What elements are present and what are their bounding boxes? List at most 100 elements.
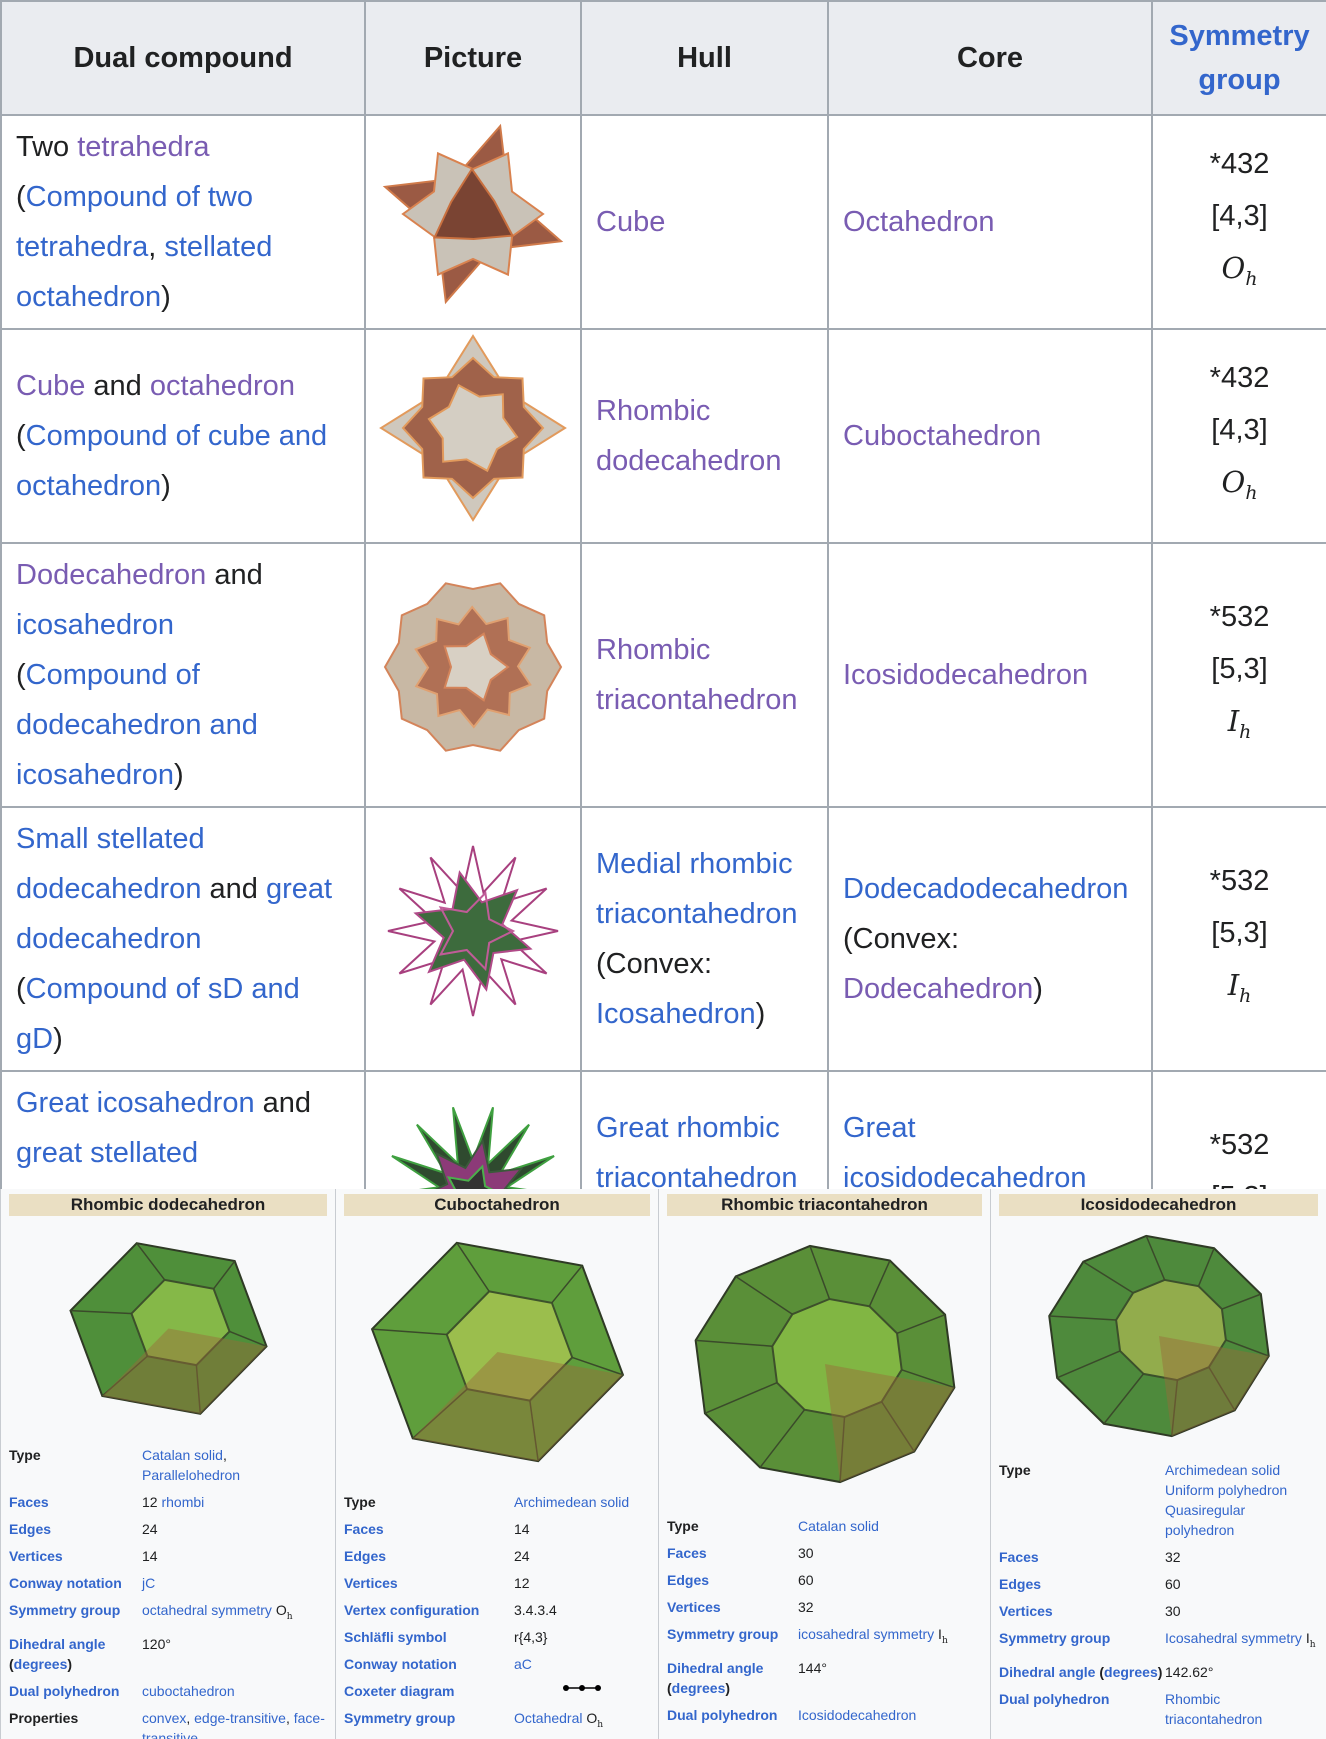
link[interactable]: Faces — [999, 1549, 1039, 1565]
link[interactable]: Dodecahedron — [16, 559, 207, 591]
link[interactable]: Uniform polyhedron — [1165, 1482, 1288, 1498]
row-label: Dihedral angle (degrees) — [999, 1662, 1165, 1682]
link[interactable]: Rhombic dodecahedron — [596, 395, 782, 477]
link[interactable]: Dodecadodecahedron — [843, 873, 1129, 905]
link[interactable]: Faces — [667, 1545, 707, 1561]
link[interactable]: Symmetry group — [1169, 20, 1310, 96]
link[interactable]: Catalan solid — [142, 1447, 223, 1463]
link[interactable]: Icosahedral symmetry — [1165, 1630, 1302, 1646]
text: Properties — [999, 1738, 1068, 1739]
link[interactable]: Dual polyhedron — [9, 1682, 120, 1699]
link[interactable]: Parallelohedron — [142, 1467, 241, 1483]
link[interactable]: Cuboctahedron — [843, 420, 1042, 452]
link[interactable]: Dodecahedron — [843, 973, 1034, 1005]
link[interactable]: Symmetry group — [999, 1630, 1111, 1646]
link[interactable]: Faces — [9, 1494, 49, 1510]
link[interactable]: Octahedral — [514, 1710, 583, 1726]
link[interactable]: aC — [514, 1656, 532, 1672]
column-header: Picture — [364, 0, 582, 116]
shape — [868, 1260, 891, 1307]
row-label: Vertex configuration — [344, 1600, 514, 1620]
link[interactable]: Archimedean solid — [514, 1494, 630, 1510]
infoboxes: Rhombic dodecahedron Type Catalan solid, P… — [0, 1189, 1326, 1739]
link[interactable]: Dihedral angle — [667, 1659, 764, 1676]
link[interactable]: Vertices — [9, 1548, 63, 1564]
link[interactable]: Cube — [16, 370, 86, 402]
shape — [880, 1401, 915, 1452]
text: O — [271, 1602, 287, 1618]
cell-name: Cube — [596, 197, 813, 247]
link[interactable]: face-transitive — [142, 1709, 325, 1739]
link[interactable]: Icosidodecahedron — [843, 659, 1089, 691]
link[interactable]: Rhombic triacontahedron — [596, 634, 798, 716]
link[interactable]: Conway notation — [9, 1575, 122, 1591]
link[interactable]: Vertices — [344, 1575, 398, 1591]
link[interactable]: Compound of two tetrahedra — [16, 181, 253, 263]
link[interactable]: degrees — [1104, 1663, 1158, 1680]
link[interactable]: Vertices — [667, 1599, 721, 1615]
link[interactable]: jC — [142, 1575, 156, 1591]
link[interactable]: Symmetry group — [344, 1710, 456, 1726]
subscript: h — [1309, 1639, 1316, 1650]
link[interactable]: Vertices — [999, 1603, 1053, 1619]
link[interactable]: Dual polyhedron — [667, 1706, 778, 1723]
compound-table: Dual compound Picture Hull Core Symmetry gro… — [0, 0, 1326, 1336]
link[interactable]: Schläfli symbol — [344, 1629, 447, 1645]
link[interactable]: Coxeter diagram — [344, 1683, 455, 1699]
link[interactable]: icosahedron — [16, 609, 174, 641]
link[interactable]: Icosahedron — [596, 998, 756, 1030]
shape — [101, 1355, 148, 1397]
cell-name: Cube and octahedron — [16, 361, 350, 411]
link[interactable]: Icosidodecahedron — [798, 1706, 917, 1723]
link[interactable]: Medial rhombic triacontahedron — [596, 848, 798, 930]
row-label: Type — [344, 1492, 514, 1512]
shape — [433, 167, 515, 241]
link[interactable]: Symmetry group — [9, 1602, 121, 1618]
link[interactable]: Rhombic triacontahedron — [1165, 1690, 1263, 1727]
link[interactable]: convex — [1165, 1738, 1209, 1739]
link[interactable]: Edges — [9, 1521, 52, 1537]
link[interactable]: Dihedral angle — [9, 1635, 106, 1652]
link[interactable]: Compound of sD and gD — [16, 973, 300, 1055]
link[interactable]: stellated octahedron — [16, 231, 273, 313]
picture-cell — [364, 542, 582, 808]
link[interactable]: Cube — [596, 206, 666, 238]
link[interactable]: octahedral symmetry — [142, 1602, 272, 1618]
link[interactable]: edge-transitive — [194, 1709, 286, 1726]
link[interactable]: Symmetry group — [667, 1626, 779, 1642]
link[interactable]: cuboctahedron — [142, 1682, 235, 1699]
link[interactable]: tetrahedra — [77, 131, 210, 163]
link[interactable]: degrees — [13, 1655, 68, 1672]
link[interactable]: Edges — [344, 1548, 387, 1564]
link[interactable]: Catalan solid — [798, 1518, 879, 1534]
link[interactable]: convex — [142, 1709, 187, 1726]
row-value: Catalan solid — [798, 1516, 982, 1536]
link[interactable]: icosahedral symmetry — [798, 1626, 935, 1642]
link[interactable]: Conway notation — [344, 1656, 457, 1672]
text: 14 — [142, 1548, 158, 1564]
link[interactable]: degrees — [671, 1679, 726, 1696]
row-value: 120° — [142, 1634, 327, 1674]
text: *532 — [1209, 1129, 1270, 1162]
link[interactable]: Quasiregular polyhedron — [1165, 1502, 1246, 1538]
link[interactable]: rhombi — [161, 1494, 205, 1510]
link[interactable]: Octahedron — [843, 206, 995, 238]
link[interactable]: Archimedean solid — [1165, 1462, 1281, 1478]
link[interactable]: Great rhombic triacontahedron — [596, 1112, 798, 1194]
symmetry-line: *532 — [1167, 855, 1312, 907]
link[interactable]: Vertex configuration — [344, 1602, 480, 1618]
link[interactable]: octahedron — [149, 370, 295, 402]
link[interactable]: Compound of dodecahedron and icosahedron — [16, 659, 258, 791]
link[interactable]: Compound of cube and octahedron — [16, 420, 328, 502]
link[interactable]: Small stellated dodecahedron — [16, 823, 205, 905]
link[interactable]: Dual polyhedron — [999, 1690, 1110, 1707]
row-label: Coxeter diagram — [344, 1681, 514, 1701]
link[interactable]: Faces — [344, 1521, 384, 1537]
column-header: Hull — [580, 0, 829, 116]
link[interactable]: Edges — [999, 1576, 1042, 1592]
link[interactable]: Dihedral angle — [999, 1663, 1096, 1680]
link[interactable]: Great icosidodecahedron — [843, 1112, 1087, 1194]
link[interactable]: Edges — [667, 1572, 710, 1588]
link[interactable]: great dodecahedron — [16, 873, 333, 955]
link[interactable]: Great icosahedron — [16, 1087, 255, 1119]
